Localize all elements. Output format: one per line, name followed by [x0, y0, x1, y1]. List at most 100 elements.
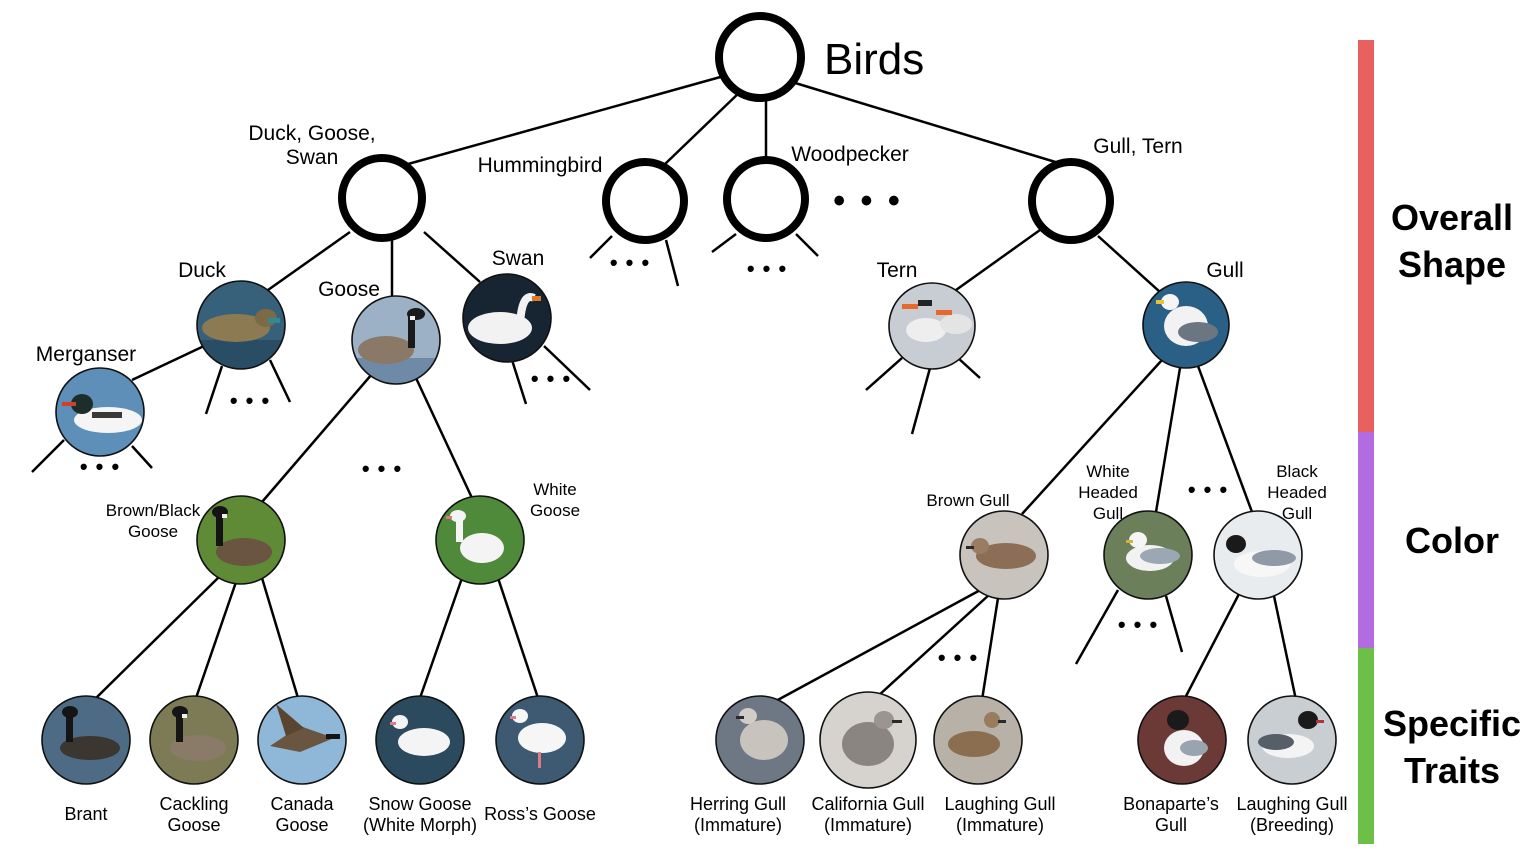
- bonaparte-gull-label-line2: Gull: [1155, 815, 1187, 835]
- merganser-ellipsis: • • •: [80, 454, 120, 479]
- brown-gull-node: Brown Gull: [926, 491, 1049, 600]
- duckgoose-label-line1: Duck, Goose,: [248, 122, 375, 145]
- merganser-photo: [56, 368, 144, 456]
- whiteheadedgull-ellipsis: • • •: [1118, 612, 1158, 637]
- bonaparte-gull-label-line1: Bonaparte’s: [1123, 794, 1219, 814]
- root-label: Birds: [824, 35, 924, 84]
- merganser-label: Merganser: [36, 343, 136, 366]
- white-goose-label-line2: Goose: [530, 501, 580, 520]
- cackling-goose-photo: [150, 696, 238, 784]
- edge-gt-gull: [1097, 235, 1161, 293]
- edge-tern-stub-right: [957, 357, 981, 379]
- black-headed-gull-label-line3: Gull: [1282, 504, 1312, 523]
- edge-bbg-cackling: [194, 581, 238, 699]
- cackling-goose-label-line1: Cackling: [159, 794, 228, 814]
- herring-gull-label-line1: Herring Gull: [690, 794, 786, 814]
- hummingbird-circle: [602, 158, 688, 244]
- cackling-goose-label-line2: Goose: [167, 815, 220, 835]
- hummingbird-ellipsis: • • •: [610, 250, 650, 275]
- edge-wg-ross: [496, 577, 540, 699]
- edge-whg-stub-left: [1074, 589, 1120, 665]
- root-circle: [715, 12, 805, 102]
- hummingbird-label: Hummingbird: [478, 154, 603, 177]
- leaf-cackling-goose: Cackling Goose: [149, 695, 239, 835]
- gulltern-circle: [1028, 158, 1114, 244]
- laughing-gull-immature-label-line2: (Immature): [956, 815, 1044, 835]
- california-gull-photo: [820, 692, 916, 788]
- shape-group-woodpecker: Woodpecker: [723, 143, 909, 242]
- laughing-gull-breeding-label-line2: (Breeding): [1250, 815, 1334, 835]
- duckgoose-label-line2: Swan: [286, 146, 339, 169]
- brant-label: Brant: [64, 804, 107, 824]
- edge-hummingbird-stub-right: [664, 239, 680, 287]
- white-goose-node: White Goose: [435, 480, 580, 585]
- edge-wg-snow: [418, 577, 464, 699]
- specific-traits-bar: [1358, 648, 1374, 844]
- ross-goose-photo: [496, 696, 584, 784]
- leaf-laughing-gull-immature: Laughing Gull (Immature): [933, 695, 1056, 835]
- goose-label: Goose: [318, 278, 380, 301]
- snow-goose-label-line1: Snow Goose: [368, 794, 471, 814]
- woodpecker-label: Woodpecker: [791, 143, 909, 166]
- overall-shape-label-line2: Shape: [1398, 244, 1506, 285]
- tree-edges: [31, 74, 1298, 704]
- edge-woodpecker-stub-right: [795, 233, 819, 257]
- swan-ellipsis: • • •: [531, 366, 571, 391]
- edge-bbg-brant: [93, 575, 221, 701]
- white-headed-gull-label-line2: Headed: [1078, 483, 1138, 502]
- white-headed-gull-photo: [1104, 511, 1192, 599]
- gull-color-ellipsis: • • •: [1188, 477, 1228, 502]
- edge-tern-stub-left: [865, 357, 903, 391]
- goose-photo: [352, 296, 440, 384]
- shape-group-gulltern: Gull, Tern: [1028, 135, 1183, 244]
- black-headed-gull-node: Black Headed Gull: [1213, 462, 1327, 600]
- swan-photo: [463, 274, 551, 362]
- herring-gull-photo: [716, 696, 804, 784]
- shape-group-hummingbird: Hummingbird: [478, 154, 688, 244]
- laughing-gull-breeding-photo: [1248, 696, 1336, 784]
- leaf-bonaparte-gull: Bonaparte’s Gull: [1123, 695, 1227, 835]
- duck-ellipsis: • • •: [230, 388, 270, 413]
- shape-group-duckgoose: Duck, Goose, Swan: [248, 122, 426, 242]
- edge-bhg-laughingbreed: [1272, 595, 1298, 701]
- edge-whg-stub-right: [1164, 595, 1184, 653]
- brant-photo: [42, 696, 130, 784]
- edge-swan-stub-left: [510, 359, 528, 405]
- leaf-ross-goose: Ross’s Goose: [484, 695, 596, 824]
- white-headed-gull-node: White Headed Gull: [1078, 462, 1193, 600]
- level-legend: Overall Shape Color Specific Traits: [1358, 40, 1521, 844]
- brown-gull-label: Brown Gull: [926, 491, 1009, 510]
- canada-goose-label-line2: Goose: [275, 815, 328, 835]
- color-label: Color: [1405, 520, 1499, 561]
- leaf-laughing-gull-breeding: Laughing Gull (Breeding): [1236, 695, 1348, 835]
- leaf-california-gull: California Gull (Immature): [811, 691, 925, 835]
- snow-goose-label-line2: (White Morph): [363, 815, 477, 835]
- edge-gull-blackheaded: [1196, 365, 1254, 513]
- edge-gt-tern: [955, 228, 1041, 292]
- edge-duck-merganser: [131, 344, 205, 382]
- edge-gull-whiteheaded: [1154, 367, 1182, 513]
- edge-dgs-swan: [423, 231, 481, 283]
- bonaparte-gull-photo: [1138, 696, 1226, 784]
- root-node: Birds: [715, 12, 924, 102]
- swan-node: Swan: [462, 247, 552, 363]
- brown-gull-photo: [960, 511, 1048, 599]
- goose-ellipsis: • • •: [362, 456, 402, 481]
- leaf-canada-goose: Canada Goose: [257, 695, 347, 835]
- tern-label: Tern: [877, 259, 918, 282]
- snow-goose-photo: [376, 696, 464, 784]
- edge-goose-brownblack: [261, 373, 373, 503]
- black-headed-gull-label-line2: Headed: [1267, 483, 1327, 502]
- goose-node: Goose: [318, 278, 441, 385]
- white-goose-photo: [436, 496, 524, 584]
- edge-hummingbird-stub-left: [589, 235, 613, 259]
- woodpecker-ellipsis: • • •: [747, 256, 787, 281]
- white-goose-label-line1: White: [533, 480, 576, 499]
- herring-gull-label-line2: (Immature): [694, 815, 782, 835]
- edge-root-hummingbird: [663, 89, 743, 166]
- edge-bg-laughingimm: [980, 597, 1000, 701]
- edge-bbg-canada: [260, 577, 300, 699]
- black-headed-gull-label-line1: Black: [1276, 462, 1318, 481]
- duck-node: Duck: [178, 259, 286, 370]
